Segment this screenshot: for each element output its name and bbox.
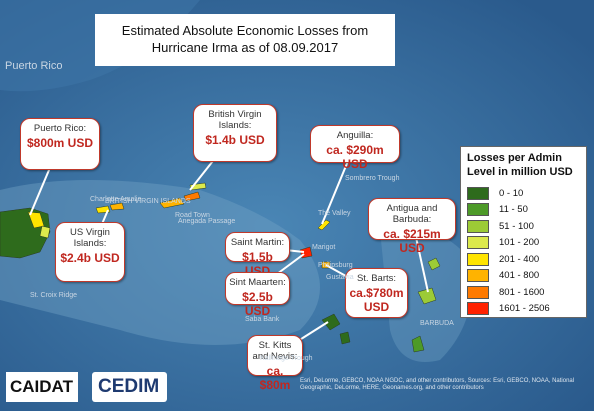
callout-name: Puerto Rico: bbox=[33, 123, 87, 134]
callout: US Virgin Islands: $2.4b USD bbox=[55, 222, 125, 282]
legend-label: 11 - 50 bbox=[499, 204, 528, 216]
legend-item: 51 - 100 bbox=[467, 218, 580, 235]
map-label: St. Croix Ridge bbox=[30, 292, 78, 299]
legend-label: 1601 - 2506 bbox=[499, 303, 550, 315]
legend-item: 1601 - 2506 bbox=[467, 301, 580, 318]
callout: St. Kitts and Nevis: ca. $80m bbox=[247, 335, 303, 392]
attribution: Esri, DeLorme, GEBCO, NOAA NGDC, and oth… bbox=[300, 378, 575, 391]
legend-title: Losses per Admin Level in million USD bbox=[467, 152, 573, 178]
callout: Saint Martin: $1.5b USD bbox=[225, 232, 290, 278]
legend-item: 0 - 10 bbox=[467, 185, 580, 202]
callout-value: $1.4b USD bbox=[205, 133, 265, 147]
legend-swatch bbox=[467, 236, 489, 250]
callout: Anguilla: ca. $290m USD bbox=[310, 125, 400, 171]
island bbox=[339, 331, 351, 345]
map-label: Philipsburg bbox=[318, 262, 353, 269]
map-label: Puerto Rico bbox=[5, 60, 63, 72]
map-label: Sombrero Trough bbox=[345, 175, 400, 182]
island bbox=[39, 225, 51, 239]
map-label: Charlotte Amalie bbox=[90, 196, 142, 203]
legend-swatch bbox=[467, 219, 489, 233]
island bbox=[183, 191, 201, 202]
island bbox=[427, 257, 441, 271]
logo: CEDIM bbox=[92, 372, 167, 402]
legend-label: 201 - 400 bbox=[499, 253, 540, 265]
callout-name: St. Kitts and Nevis: bbox=[252, 340, 298, 362]
callout: Sint Maarten: $2.5b USD bbox=[225, 272, 290, 318]
legend-swatch bbox=[467, 269, 489, 283]
legend-label: 801 - 1600 bbox=[499, 286, 545, 298]
island bbox=[27, 211, 45, 229]
callout: St. Barts: ca.$780m USD bbox=[345, 268, 408, 318]
callout: British Virgin Islands: $1.4b USD bbox=[193, 104, 277, 162]
callout: Antigua and Barbuda: ca. $215m USD bbox=[368, 198, 456, 255]
callout-value: $2.4b USD bbox=[60, 251, 120, 265]
legend-swatch bbox=[467, 203, 489, 217]
legend-item: 801 - 1600 bbox=[467, 284, 580, 301]
callout-value: ca. $80m bbox=[259, 364, 291, 392]
callout-value: ca. $215m USD bbox=[383, 227, 441, 255]
callout-value: $2.5b USD bbox=[242, 290, 273, 318]
island bbox=[109, 202, 125, 211]
callout-name: Anguilla: bbox=[336, 130, 374, 141]
callout-name: Antigua and Barbuda: bbox=[386, 203, 438, 225]
island bbox=[411, 335, 425, 353]
map-label: The Valley bbox=[318, 210, 351, 217]
legend-item: 201 - 400 bbox=[467, 251, 580, 268]
callout-name: British Virgin Islands: bbox=[208, 109, 262, 131]
callout-name: St. Barts: bbox=[356, 273, 397, 284]
map-label: Kallinago Trough bbox=[260, 355, 313, 362]
callout-name: US Virgin Islands: bbox=[70, 227, 110, 249]
callout-name: Sint Maarten: bbox=[229, 277, 286, 288]
legend-label: 51 - 100 bbox=[499, 220, 534, 232]
map-label: BARBUDA bbox=[420, 320, 454, 327]
legend-item: 101 - 200 bbox=[467, 235, 580, 252]
map-label: BRITISH VIRGIN ISLANDS bbox=[105, 198, 191, 205]
callout-value: ca.$780m USD bbox=[349, 286, 404, 314]
title: Estimated Absolute Economic Losses from … bbox=[95, 14, 395, 66]
callout: Puerto Rico: $800m USD bbox=[20, 118, 100, 170]
map-label: Anegada Passage bbox=[178, 218, 236, 225]
map-label: Road Town bbox=[175, 212, 210, 219]
callout-value: $800m USD bbox=[26, 136, 94, 150]
map-label: Marigot bbox=[312, 244, 336, 251]
legend-swatch bbox=[467, 252, 489, 266]
legend-swatch bbox=[467, 285, 489, 299]
island bbox=[321, 313, 341, 331]
map-label: Saba Bank bbox=[245, 316, 280, 323]
legend-label: 101 - 200 bbox=[499, 237, 540, 249]
legend-item: 11 - 50 bbox=[467, 202, 580, 219]
legend-item: 401 - 800 bbox=[467, 268, 580, 285]
legend-label: 0 - 10 bbox=[499, 187, 524, 199]
legend-label: 401 - 800 bbox=[499, 270, 540, 282]
legend-swatch bbox=[467, 302, 489, 316]
callout-value: ca. $290m USD bbox=[326, 143, 384, 171]
map-label: Gustavia bbox=[326, 274, 354, 281]
legend-swatch bbox=[467, 186, 489, 200]
callout-name: Saint Martin: bbox=[230, 237, 285, 248]
logo: CAIDAT bbox=[6, 372, 78, 402]
legend: Losses per Admin Level in million USD 0 … bbox=[460, 146, 587, 318]
island bbox=[159, 197, 185, 209]
